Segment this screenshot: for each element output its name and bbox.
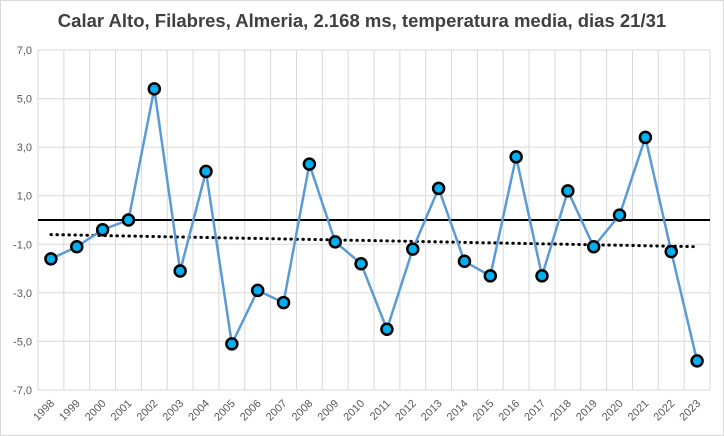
series-line [50,87,699,362]
x-tick-label: 2002 [135,398,161,424]
data-point [586,239,601,254]
y-tick-label: -1,0 [13,239,32,251]
data-point [561,184,575,198]
x-tick-label: 1999 [57,398,83,424]
data-point [431,181,446,196]
x-tick-label: 2010 [341,398,367,424]
y-tick-label: -7,0 [13,385,32,397]
data-point [406,242,420,256]
x-tick-label: 2005 [212,398,238,424]
x-tick-label: 2017 [522,398,548,424]
x-tick-label: 1998 [31,398,57,424]
x-tick-label: 2004 [186,398,212,424]
y-tick-label: 1,0 [17,191,32,203]
x-tick-label: 2012 [393,398,419,424]
x-tick-label: 2007 [264,398,290,424]
data-point [457,254,472,269]
x-tick-label: 2021 [626,398,652,424]
x-tick-label: 2023 [677,398,703,424]
x-tick-label: 2020 [600,398,626,424]
data-point [354,256,368,271]
data-point [276,295,291,310]
data-point [70,239,84,254]
x-tick-label: 2015 [471,398,497,424]
y-tick-label: -5,0 [13,336,32,348]
x-tick-label: 2000 [83,398,109,424]
y-tick-label: 7,0 [17,45,32,57]
data-point [225,337,239,351]
data-point [121,213,136,227]
y-tick-label: 5,0 [17,94,32,106]
data-point [44,252,58,266]
data-point [483,269,498,283]
y-tick-label: 3,0 [17,142,32,154]
data-point [250,283,265,298]
data-point [199,164,213,179]
data-point [328,235,342,249]
x-tick-label: 2014 [445,398,471,424]
data-point [638,130,653,145]
data-point [95,222,110,237]
x-tick-label: 2019 [574,398,600,424]
data-point [612,208,627,222]
data-point [509,150,523,164]
chart-title: Calar Alto, Filabres, Almeria, 2.168 ms,… [57,10,667,31]
data-point [380,322,394,337]
data-point [302,157,317,171]
x-tick-label: 2013 [419,398,445,424]
data-point [173,264,187,278]
x-tick-label: 2018 [548,398,574,424]
x-tick-label: 2003 [160,398,186,424]
data-point [147,82,162,96]
data-point [690,354,704,368]
x-tick-label: 2016 [496,398,522,424]
x-tick-label: 2009 [316,398,342,424]
x-tick-label: 2006 [238,398,264,424]
x-tick-label: 2011 [368,398,393,423]
data-point [535,269,549,283]
x-tick-label: 2022 [652,398,678,424]
x-tick-label: 2008 [290,398,316,424]
x-tick-label: 2001 [109,398,135,424]
data-point [664,244,678,259]
y-tick-label: -3,0 [13,288,32,300]
